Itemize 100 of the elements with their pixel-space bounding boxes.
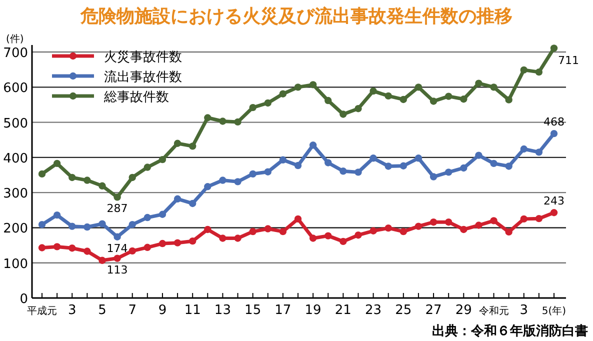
point xyxy=(114,254,121,262)
point xyxy=(400,96,408,104)
point xyxy=(53,243,61,250)
legend-label: 火災事故件数 xyxy=(104,50,182,65)
y-tick-label: 0 xyxy=(20,292,28,307)
x-tick-label: 令和元 xyxy=(478,305,509,317)
point xyxy=(294,84,302,91)
point xyxy=(98,182,106,190)
point xyxy=(219,234,226,242)
x-tick-label: 3 xyxy=(68,303,76,318)
point xyxy=(174,195,182,203)
source-note: 出典：令和６年版消防白書 xyxy=(432,323,588,339)
point xyxy=(234,118,242,126)
x-tick-label: 27 xyxy=(425,303,442,318)
point xyxy=(38,170,46,178)
point xyxy=(550,130,558,138)
point xyxy=(309,81,317,88)
data-label: 243 xyxy=(544,194,564,208)
data-label: 468 xyxy=(544,116,564,129)
x-tick-label: 平成元 xyxy=(27,305,57,317)
point xyxy=(219,176,226,184)
point xyxy=(414,222,422,230)
point xyxy=(84,248,91,255)
point xyxy=(520,145,528,153)
x-tick-label: 19 xyxy=(304,303,322,318)
point xyxy=(188,142,196,150)
point xyxy=(324,159,332,166)
point xyxy=(370,227,377,234)
point xyxy=(475,80,482,87)
point xyxy=(324,96,332,104)
point xyxy=(414,84,422,91)
data-label: 174 xyxy=(106,242,128,255)
point xyxy=(324,232,332,240)
y-tick-label: 100 xyxy=(3,256,28,272)
point xyxy=(279,228,287,236)
point xyxy=(444,92,452,100)
point xyxy=(535,148,543,156)
y-tick-label: 700 xyxy=(3,46,28,62)
point xyxy=(430,98,438,105)
point xyxy=(535,214,543,222)
point xyxy=(460,164,468,172)
point xyxy=(370,154,377,162)
point xyxy=(264,99,272,107)
legend-label: 流出事故件数 xyxy=(104,69,182,85)
data-label: 711 xyxy=(558,54,579,68)
point xyxy=(128,174,136,182)
point xyxy=(340,110,347,118)
point xyxy=(294,215,302,223)
point xyxy=(505,228,512,236)
x-tick-label: 3 xyxy=(520,303,528,318)
point xyxy=(370,87,377,95)
point xyxy=(309,234,317,242)
x-tick-label: 5(年) xyxy=(542,305,566,317)
point xyxy=(430,218,438,226)
point xyxy=(460,226,468,234)
x-tick-label: 21 xyxy=(334,303,352,318)
point xyxy=(279,90,287,98)
point xyxy=(84,176,91,184)
point xyxy=(219,118,226,125)
point xyxy=(384,92,392,100)
point xyxy=(174,140,182,147)
point xyxy=(158,240,166,248)
point xyxy=(279,156,287,164)
point xyxy=(234,234,242,242)
y-tick-label: 600 xyxy=(3,81,28,96)
point xyxy=(354,168,362,176)
point xyxy=(550,44,558,52)
point xyxy=(234,178,242,186)
point xyxy=(414,154,422,162)
point xyxy=(68,174,76,182)
point xyxy=(204,183,212,190)
x-tick-label: 5 xyxy=(98,303,106,318)
point xyxy=(158,210,166,218)
point xyxy=(264,168,272,176)
point xyxy=(144,164,152,171)
point xyxy=(505,96,512,104)
point xyxy=(158,156,166,164)
point xyxy=(144,244,152,251)
point xyxy=(400,162,408,170)
point xyxy=(490,84,498,91)
point xyxy=(98,256,106,264)
point xyxy=(475,152,482,159)
x-tick-label: 17 xyxy=(274,303,292,318)
x-tick-label: 13 xyxy=(214,303,231,318)
x-tick-label: 7 xyxy=(128,303,136,318)
point xyxy=(188,200,196,208)
point xyxy=(340,238,347,246)
point xyxy=(204,226,212,234)
point xyxy=(294,162,302,170)
y-tick-label: 300 xyxy=(3,186,28,202)
x-tick-label: 29 xyxy=(455,303,472,318)
x-tick-label: 23 xyxy=(365,303,382,318)
point xyxy=(249,228,256,236)
point xyxy=(174,239,182,246)
x-tick-label: 11 xyxy=(184,303,201,318)
legend-label: 総事故件数 xyxy=(103,90,169,105)
x-tick-label: 15 xyxy=(244,303,262,318)
point xyxy=(520,66,528,74)
point xyxy=(114,194,121,201)
point xyxy=(430,173,438,180)
